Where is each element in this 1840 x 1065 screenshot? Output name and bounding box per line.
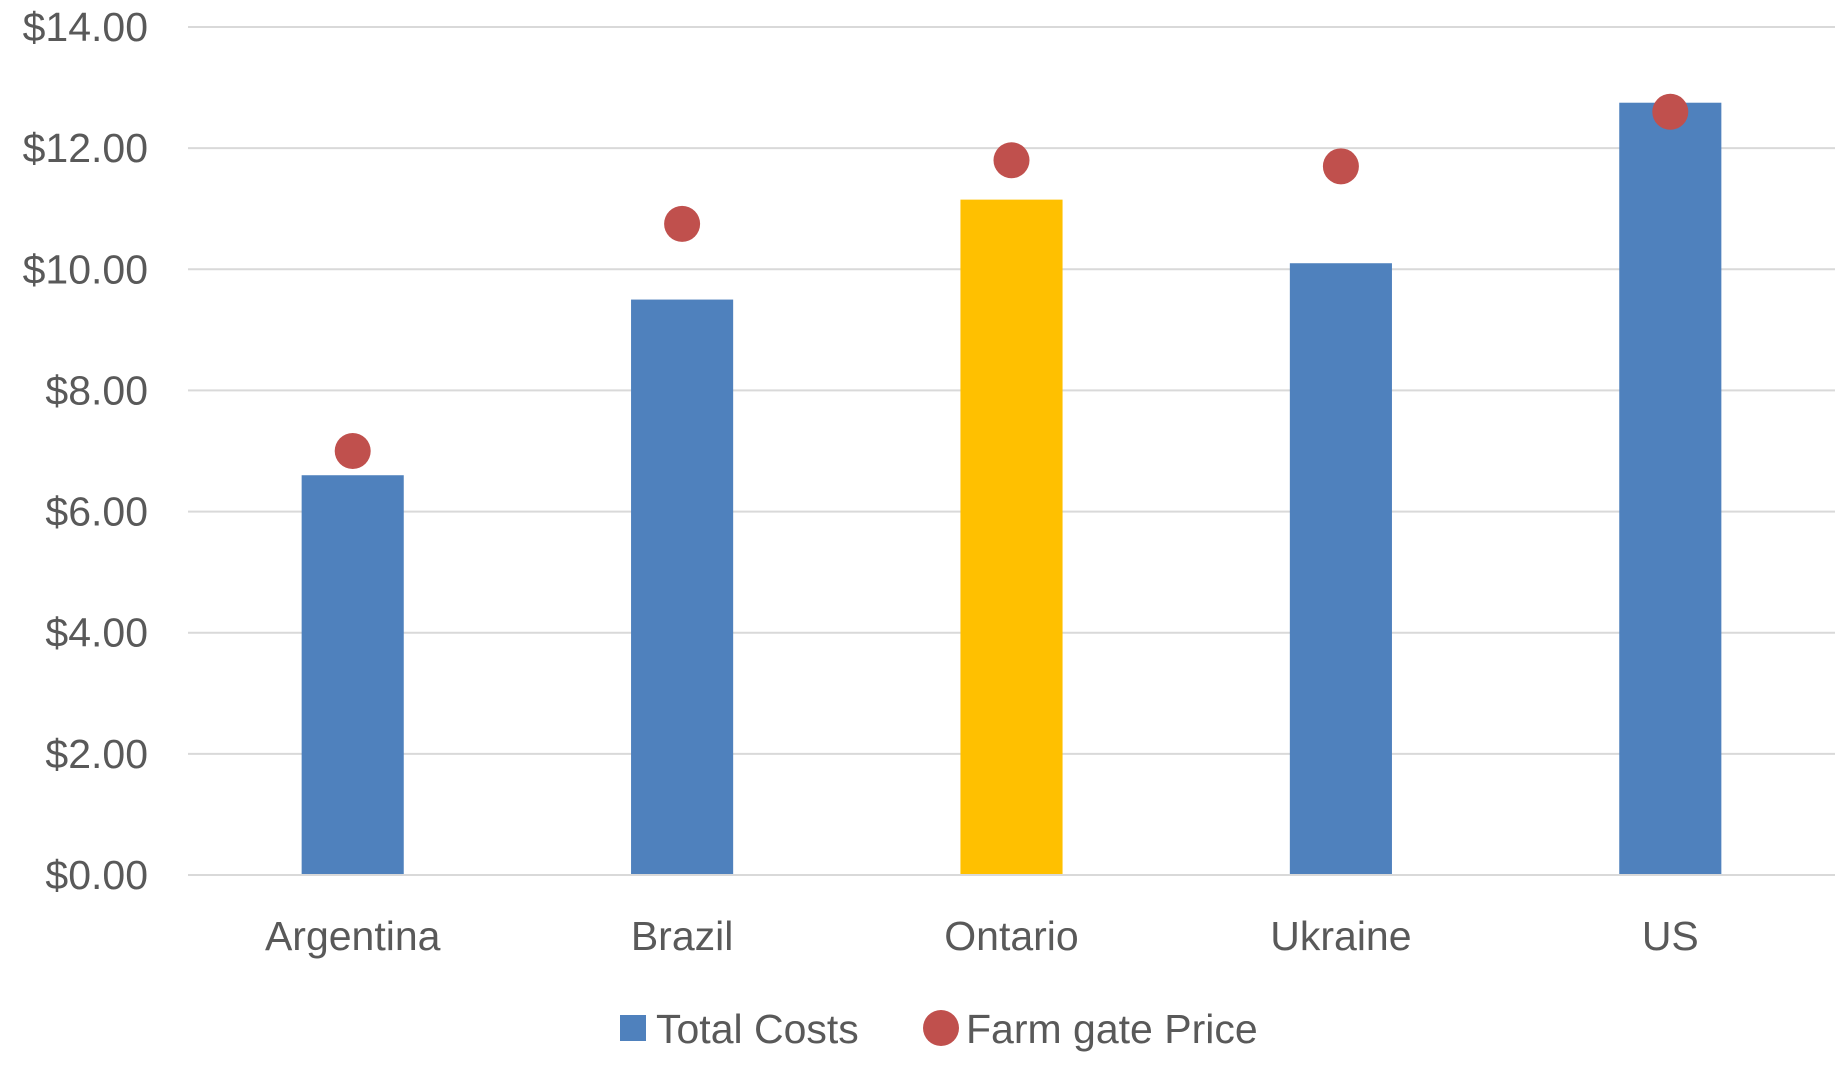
point-ukraine [1322,148,1359,185]
bar-brazil [631,299,734,876]
y-tick-label: $2.00 [45,731,148,777]
bar-argentina [301,475,404,875]
x-tick-label: Ontario [944,913,1078,959]
y-tick-label: $10.00 [23,246,148,292]
y-tick-label: $4.00 [45,610,148,656]
point-us [1652,93,1689,130]
y-tick-label: $8.00 [45,367,148,413]
bars [188,102,1835,876]
legend-swatch-farm-gate-price [923,1010,959,1046]
legend-swatch-total-costs [620,1015,646,1041]
bar-ontario [960,199,1063,876]
y-tick-label: $12.00 [23,125,148,171]
bar-us [1619,102,1722,875]
y-tick-label: $6.00 [45,489,148,535]
legend: Total Costs Farm gate Price [620,1006,1258,1052]
y-axis-ticks: $0.00 $2.00 $4.00 $6.00 $8.00 $10.00 $12.00 $14… [23,4,148,898]
y-tick-label: $0.00 [45,852,148,898]
y-tick-label: $14.00 [23,4,148,50]
point-argentina [334,433,371,469]
bar-ukraine [1289,263,1392,875]
point-ontario [993,142,1030,179]
x-tick-label: US [1642,913,1699,959]
point-brazil [664,205,701,242]
x-tick-label: Brazil [631,913,734,959]
x-axis-ticks: Argentina Brazil Ontario Ukraine US [265,913,1699,959]
legend-label-total-costs: Total Costs [656,1006,859,1052]
points [334,93,1689,469]
x-tick-label: Ukraine [1270,913,1411,959]
legend-label-farm-gate-price: Farm gate Price [966,1006,1258,1052]
x-tick-label: Argentina [265,913,441,959]
